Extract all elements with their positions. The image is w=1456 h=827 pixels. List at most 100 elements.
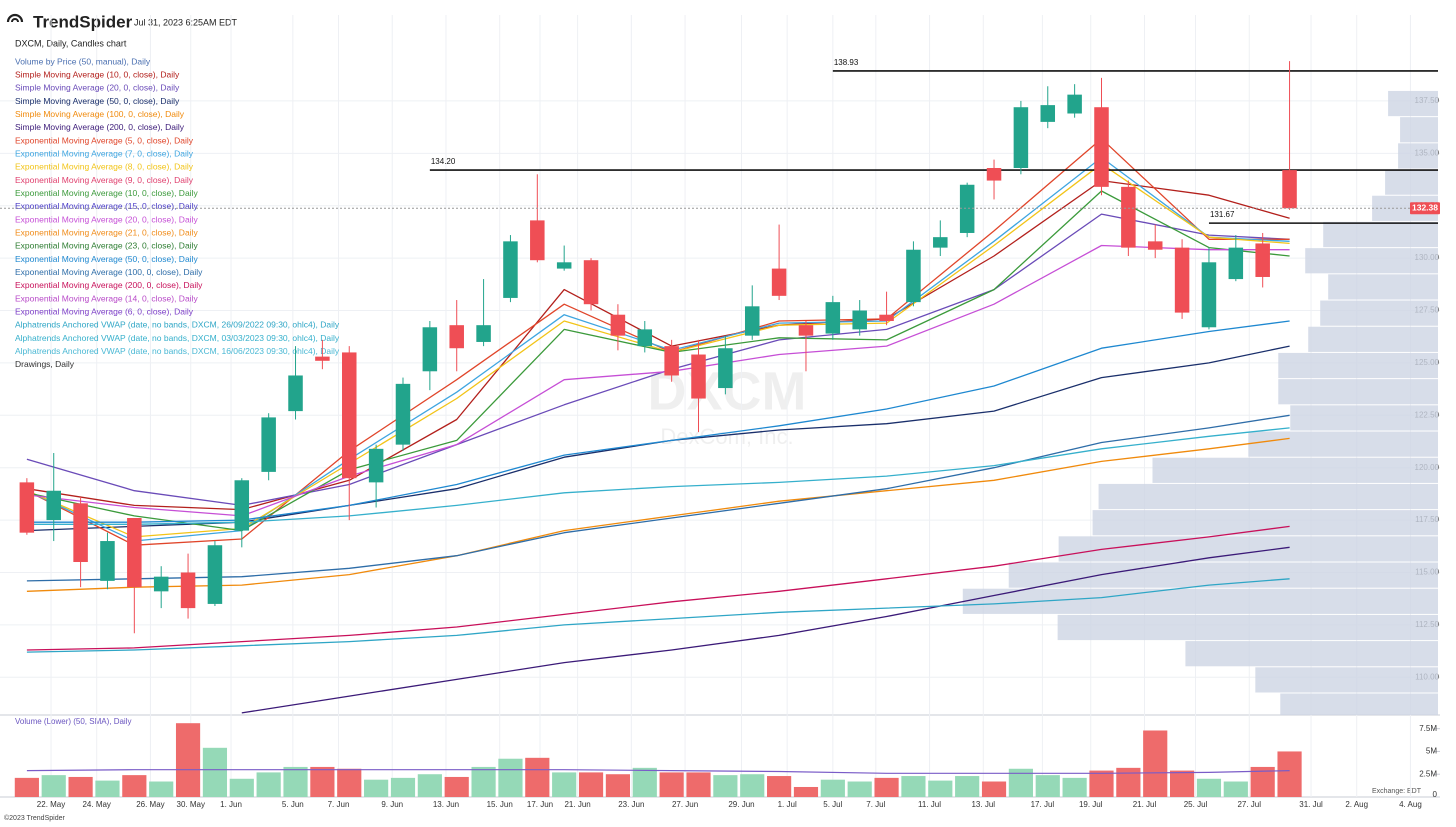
volume-profile-bar — [1328, 274, 1438, 300]
candle-body — [476, 325, 491, 342]
level-label: 138.93 — [834, 58, 859, 67]
candle-body — [342, 352, 357, 479]
volume-bar — [1223, 781, 1248, 797]
legend-entry: Exponential Moving Average (9, 0, close)… — [15, 175, 194, 185]
volume-bars — [14, 723, 1302, 797]
volume-bar — [390, 777, 416, 797]
legend-entry: Alphatrends Anchored VWAP (date, no band… — [15, 333, 340, 343]
candle-body — [879, 314, 894, 321]
legend-entry: Exponential Moving Average (6, 0, close)… — [15, 306, 194, 316]
volume-profile-bar — [1290, 405, 1438, 431]
legend-entry: Simple Moving Average (20, 0, close), Da… — [15, 83, 180, 93]
volume-bar — [820, 779, 845, 797]
x-tick-label: 5. Jul — [823, 800, 842, 809]
x-tick-label: 31. Jul — [1299, 800, 1323, 809]
candle-body — [933, 237, 948, 248]
volume-profile-bar — [1255, 667, 1438, 693]
last-price-label: 132.38 — [1412, 202, 1438, 212]
volume-bar — [1035, 775, 1060, 797]
legend-entry: Exponential Moving Average (200, 0, clos… — [15, 280, 203, 290]
volume-profile-bar — [1320, 300, 1438, 326]
candle-body — [744, 306, 760, 336]
volume-bar — [149, 781, 174, 797]
legend-entry: Exponential Moving Average (15, 0, close… — [15, 201, 198, 211]
candle-body — [1121, 186, 1136, 248]
volume-bar — [444, 776, 469, 797]
candles — [19, 61, 1297, 634]
legend-entry: Exponential Moving Average (10, 0, close… — [15, 188, 198, 198]
volume-bar — [1170, 770, 1195, 797]
volume-profile-bar — [1058, 536, 1438, 562]
volume-bar — [1277, 751, 1302, 797]
volume-tick-label: 0 — [1433, 790, 1438, 799]
candle-body — [368, 448, 384, 483]
candle-body — [261, 417, 276, 472]
legend-entry: Exponential Moving Average (5, 0, close)… — [15, 135, 194, 145]
volume-bar — [1143, 730, 1168, 797]
legend-entry: Exponential Moving Average (50, 0, close… — [15, 254, 198, 264]
volume-profile-bar — [1185, 641, 1438, 667]
volume-profile — [962, 90, 1438, 715]
candle-body — [664, 346, 679, 376]
candle-body — [691, 354, 706, 399]
volume-bar — [337, 768, 362, 797]
candle-body — [46, 490, 61, 521]
volume-profile-bar — [1057, 614, 1438, 641]
x-tick-label: 2. Aug — [1345, 800, 1368, 809]
volume-profile-bar — [1385, 169, 1438, 195]
volume-profile-bar — [1152, 457, 1438, 483]
chart-title: DXCM, Daily, Candles chart — [15, 38, 127, 48]
volume-bar — [1116, 767, 1141, 797]
legend-entry: Simple Moving Average (10, 0, close), Da… — [15, 69, 180, 79]
volume-bar — [1089, 770, 1114, 797]
candle-body — [207, 545, 223, 604]
exchange-note: Exchange: EDT — [1372, 788, 1422, 795]
volume-profile-bar — [1280, 693, 1438, 715]
volume-bar — [928, 780, 953, 797]
volume-bar — [525, 757, 550, 797]
indicator-line — [26, 414, 1290, 582]
volume-bar — [1196, 778, 1222, 797]
volume-profile-bar — [1308, 326, 1438, 352]
volume-bar — [1062, 777, 1087, 797]
volume-bar — [874, 777, 899, 797]
volume-bar — [686, 772, 711, 797]
legend-entry: Simple Moving Average (100, 0, close), D… — [15, 109, 185, 119]
volume-bar — [417, 774, 442, 797]
volume-bar — [740, 774, 765, 797]
volume-bar — [95, 780, 120, 797]
x-tick-label: 22. May — [37, 800, 65, 809]
candle-body — [637, 329, 653, 347]
volume-bar — [283, 766, 308, 797]
volume-bar — [793, 786, 819, 797]
candle-body — [73, 503, 88, 563]
volume-bar — [981, 781, 1007, 797]
legend-entry: Exponential Moving Average (23, 0, close… — [15, 241, 198, 251]
volume-bar — [202, 747, 228, 797]
candle-body — [825, 302, 841, 334]
volume-bar — [229, 778, 254, 797]
candle-body — [1013, 107, 1029, 168]
candle-body — [959, 184, 975, 233]
volume-profile-bar — [1305, 248, 1438, 274]
candle-body — [556, 262, 572, 269]
volume-profile-bar — [1400, 117, 1438, 143]
x-tick-label: 5. Jun — [282, 800, 304, 809]
volume-bar — [310, 766, 335, 797]
level-label: 134.20 — [431, 157, 456, 166]
volume-bar — [122, 775, 147, 797]
volume-profile-bar — [1278, 379, 1438, 405]
candle-body — [288, 375, 303, 412]
legend-entry: Exponential Moving Average (21, 0, close… — [15, 227, 198, 237]
candle-body — [234, 480, 250, 531]
x-tick-label: 7. Jun — [328, 800, 350, 809]
volume-bar — [901, 776, 926, 797]
x-tick-label: 9. Jun — [381, 800, 403, 809]
volume-bar — [256, 772, 281, 797]
candle-body — [583, 260, 599, 305]
legend-entry: Volume by Price (50, manual), Daily — [15, 56, 151, 66]
x-tick-label: 15. Jun — [487, 800, 513, 809]
volume-bar — [605, 774, 630, 797]
candle-body — [771, 268, 787, 296]
